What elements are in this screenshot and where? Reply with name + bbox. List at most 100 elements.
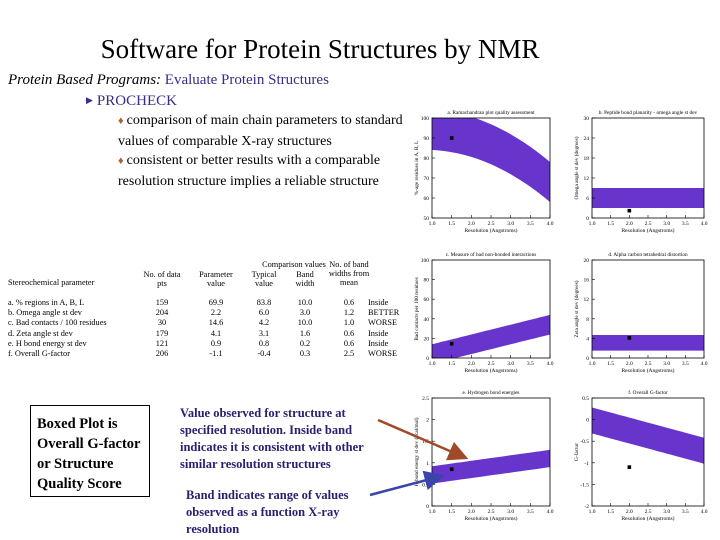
x-tick-label: 2.0 [468,509,475,515]
band-region [432,449,550,484]
y-tick-label: 70 [424,176,430,182]
note-band-range: Band indicates range of values observed … [186,488,349,536]
band-region [592,188,704,208]
data-point [627,465,632,469]
x-tick-label: 3.5 [682,221,689,227]
x-tick-label: 2.5 [488,509,495,515]
cell-data-pts: 121 [155,338,169,348]
y-tick-label: -2 [584,504,589,510]
cell-data-pts: 206 [155,349,169,358]
cell-data-pts: 159 [155,298,169,307]
header-band-width: Band width [295,270,315,288]
y-tick-label: 12 [584,297,590,303]
cell-parameter-value: 4.1 [210,328,222,338]
cell-band-width: 0.2 [299,338,311,348]
y-axis-label: H-bond energy st dev (kcal/mol) [413,417,420,486]
y-tick-label: -0.5 [580,439,589,445]
x-tick-label: 4.0 [701,221,708,227]
header-no-band-widths: No. of band widths from mean [328,260,370,287]
x-tick-label: 1.5 [448,221,455,227]
cell-no-band-widths: 2.5 [343,349,355,358]
data-point [449,136,454,140]
x-tick-label: 2.5 [645,509,652,515]
x-tick-label: 3.5 [682,509,689,515]
y-axis-label: %-age residues in A, B, L [414,141,420,196]
cell-data-pts: 179 [155,328,169,338]
y-axis-label: Zeta angle st dev (degrees) [573,280,580,337]
x-tick-label: 3.0 [663,509,670,515]
table-row: b. Omega angle st dev 204 2.2 6.0 3.0 1.… [8,308,408,319]
y-tick-label: 2 [426,418,429,424]
cell-typical-value: 3.1 [258,328,270,338]
header-comparison-values: Comparison values [262,260,326,269]
note-inside-band: Value observed for structure at specifie… [180,406,364,471]
cell-band-width: 3.0 [299,308,311,318]
boxed-line: or Structure [37,456,114,472]
plot-title: d. Alpha carbon tetrahedral distortion [608,252,688,258]
x-tick-label: 2.0 [468,361,475,367]
header-typical-value: Typical value [251,270,277,288]
cell-no-band-widths: 1.2 [343,308,355,318]
x-tick-label: 2.0 [468,221,475,227]
page-title: Software for Protein Structures by NMR [100,34,540,64]
row-label: a. % regions in A, B, L [8,298,85,307]
table-row: c. Bad contacts / 100 residues 30 14.6 4… [8,318,408,329]
y-tick-label: 16 [584,278,590,284]
plot-panel: 0 20 40 60 80 100 1.0 1.5 2.0 2.5 3.0 3.5 4.0 c. Meas… [414,251,554,374]
cell-parameter-value: 14.6 [208,318,224,328]
cell-verdict: Inside [368,298,389,307]
y-axis-label: Bad contacts per 100 residues [414,277,420,340]
row-label: b. Omega angle st dev [8,308,82,318]
y-tick-label: 6 [586,196,589,202]
bullet-text: consistent or better results with a comp… [118,153,381,189]
x-tick-label: 2.0 [626,509,633,515]
procheck-heading-text: PROCHECK [96,93,177,109]
data-point [627,208,632,213]
header-no-data-pts: No. of data pts [143,270,181,288]
triangle-bullet-icon: ▶ [86,95,93,105]
x-tick-label: 3.0 [663,221,670,227]
y-tick-label: 18 [584,156,590,162]
cell-typical-value: -0.4 [257,349,271,358]
cell-band-width: 10.0 [297,298,313,307]
x-tick-label: 3.5 [527,361,534,367]
y-tick-label: 0.5 [422,482,429,488]
y-tick-label: 2.5 [422,396,429,402]
bullet-item: ♦ consistent or better results with a com… [118,151,408,191]
plot-panel: 0 4 8 12 16 20 1.0 1.5 2.0 2.5 3.0 3.5 4.0 d. Alpha c… [573,252,708,374]
x-tick-label: 4.0 [547,361,554,367]
y-tick-label: 12 [584,176,590,182]
header-stereochemical-parameter: Stereochemical parameter [8,278,95,287]
cell-parameter-value: 69.9 [208,298,224,307]
y-tick-label: 80 [424,156,430,162]
x-tick-label: 1.5 [448,509,455,515]
x-tick-label: 1.0 [589,221,596,227]
subtitle-rest: Evaluate Protein Structures [164,72,329,88]
subtitle-lead: Protein Based Programs: [8,72,162,88]
boxed-line: Quality Score [37,476,122,492]
x-axis-label: Resolution (Angstroms) [464,227,517,234]
plot-title: c. Measure of bad non-bonded interaction… [446,251,537,258]
diamond-bullet-icon: ♦ [118,155,124,167]
x-tick-label: 3.0 [507,221,514,227]
y-tick-label: 90 [424,136,430,142]
cell-typical-value: 0.8 [258,338,270,348]
cell-no-band-widths: 1.0 [343,318,355,328]
x-tick-label: 1.0 [589,361,596,367]
row-label: c. Bad contacts / 100 residues [8,318,107,328]
plot-panel: 50 60 70 80 90 100 1.0 1.5 2.0 2.5 3.0 3.5 4.0 a. Ram… [414,110,554,234]
plot-title: e. Hydrogen bond energies [463,390,520,396]
table-row: d. Zeta angle st dev 179 4.1 3.1 1.6 0.6… [8,329,408,340]
cell-band-width: 0.3 [299,349,311,358]
y-tick-label: 80 [424,278,430,284]
row-label: f. Overall G-factor [8,349,70,358]
table-row: f. Overall G-factor 206 -1.1 -0.4 0.3 2.… [8,349,408,360]
y-tick-label: 0 [426,504,429,510]
y-axis-label: Omega angle st dev (degrees) [573,136,580,199]
cell-band-width: 1.6 [299,328,311,338]
x-tick-label: 4.0 [547,221,554,227]
y-tick-label: 100 [421,116,430,122]
data-point [449,467,454,472]
subtitle: Protein Based Programs: Evaluate Protein… [8,72,329,89]
